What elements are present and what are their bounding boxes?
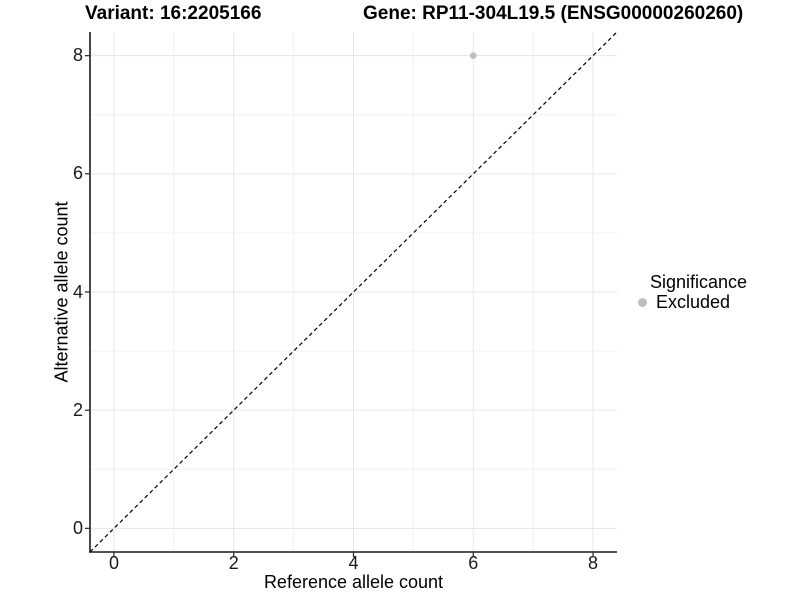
- x-tick-label: 4: [348, 553, 359, 573]
- y-axis-title: Alternative allele count: [51, 201, 72, 383]
- y-tick-label: 0: [72, 517, 83, 538]
- x-tick-label: 2: [228, 553, 239, 573]
- variant-title: Variant: 16:2205166: [85, 3, 262, 24]
- x-tick-label: 6: [468, 553, 479, 573]
- data-point: [469, 52, 477, 59]
- identity-dashed-line: [89, 32, 618, 553]
- x-axis-title: Reference allele count: [263, 572, 444, 592]
- x-tick-label: 0: [108, 553, 119, 573]
- y-tick-label: 6: [72, 163, 83, 184]
- legend-key-dot-icon: [638, 298, 647, 307]
- plot-panel: [85, 32, 618, 557]
- legend-title: Significance: [650, 272, 748, 292]
- legend-item-excluded: Excluded: [634, 292, 730, 313]
- y-tick-label: 4: [72, 281, 83, 302]
- x-tick-label: 8: [588, 553, 599, 573]
- legend-item-label: Excluded: [656, 292, 731, 312]
- y-tick-label: 2: [72, 399, 83, 420]
- gene-title: Gene: RP11-304L19.5 (ENSG00000260260): [363, 3, 744, 24]
- y-tick-label: 8: [72, 45, 83, 66]
